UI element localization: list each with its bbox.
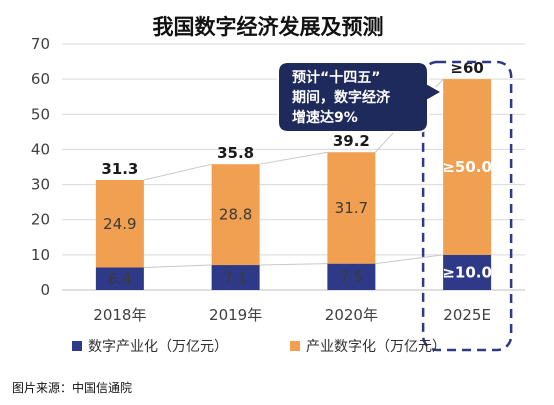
y-tick-label: 70 — [31, 35, 50, 53]
connector-line — [375, 254, 444, 265]
bar-segment-industrial-digitalization — [327, 152, 376, 264]
callout-bubble — [277, 61, 445, 133]
bar-segment-industrial-digitalization — [211, 164, 260, 266]
forecast-highlight-box — [421, 60, 513, 352]
x-tick-label: 2020年 — [325, 306, 378, 324]
bar-segment-digital-industrialization — [95, 267, 144, 290]
callout-text-line: 预计“十四五” — [292, 69, 380, 86]
legend-swatch — [72, 341, 82, 351]
total-label: 31.3 — [101, 160, 138, 178]
y-tick-label: 0 — [40, 281, 50, 299]
data-label: 24.9 — [103, 215, 136, 233]
data-label: ≥50.0 — [442, 158, 492, 176]
x-tick-label: 2019年 — [209, 306, 262, 324]
total-label: 39.2 — [333, 132, 370, 150]
connector-line — [143, 163, 212, 181]
legend-label: 数字产业化（万亿元） — [88, 339, 228, 355]
x-tick-label: 2018年 — [93, 306, 146, 324]
bar-segment-industrial-digitalization — [443, 79, 492, 255]
bar-segment-industrial-digitalization — [95, 180, 144, 268]
bar-layer — [95, 79, 492, 290]
legend-swatch — [290, 341, 300, 351]
callout-text-line: 增速达9% — [292, 109, 358, 126]
x-tick-label: 2025E — [443, 306, 491, 324]
bar-segment-digital-industrialization — [443, 254, 492, 290]
data-label: 31.7 — [335, 199, 368, 217]
connector-line — [259, 151, 328, 165]
connector-line — [143, 264, 212, 269]
chart-title: 我国数字经济发展及预测 — [153, 15, 384, 39]
total-label: 35.8 — [217, 144, 254, 162]
connector-line — [259, 263, 328, 266]
data-label: 28.8 — [219, 206, 252, 224]
legend: 数字产业化（万亿元） 产业数字化（万亿元） — [72, 339, 446, 355]
y-tick-label: 30 — [31, 176, 50, 194]
y-tick-label: 50 — [31, 105, 50, 123]
y-tick-label: 40 — [31, 140, 50, 158]
bar-segment-digital-industrialization — [211, 265, 260, 290]
total-label: ≥60 — [450, 59, 483, 77]
data-label: 6.4 — [108, 270, 132, 288]
label-layer: 6.4 24.9 31.3 2018年 7.1 28.8 35.8 2019年 7.5 31.7 3… — [93, 59, 492, 324]
data-label: 7.5 — [339, 268, 363, 286]
y-tick-label: 10 — [31, 246, 50, 264]
callout-text-line: 期间，数字经济 — [292, 89, 391, 106]
connector-layer — [143, 78, 444, 269]
y-tick-label: 20 — [31, 211, 50, 229]
source-note: 图片来源：中国信通院 — [12, 380, 132, 395]
data-label: ≥10.0 — [442, 263, 492, 281]
bar-segment-digital-industrialization — [327, 263, 376, 290]
data-label: 7.1 — [224, 269, 248, 287]
legend-label: 产业数字化（万亿元） — [306, 339, 446, 355]
y-tick-label: 60 — [31, 70, 50, 88]
